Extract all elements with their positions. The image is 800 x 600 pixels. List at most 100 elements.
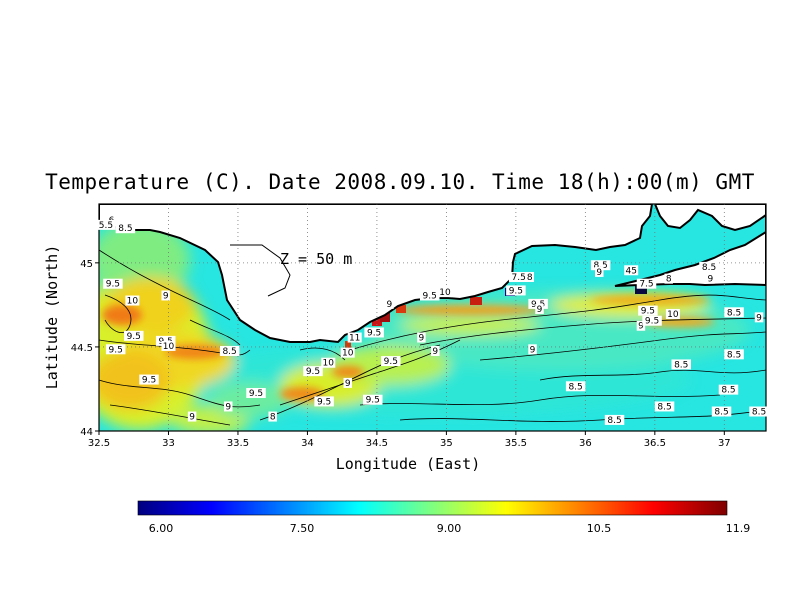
contour-label: 8.5: [724, 349, 744, 360]
contour-label-text: 9.5: [366, 396, 380, 406]
contour-label: 8.5: [718, 384, 739, 396]
chart-title: Temperature (C). Date 2008.09.10. Time 1…: [45, 170, 755, 194]
x-tick-label: 35: [440, 438, 453, 449]
contour-label: 9: [417, 332, 426, 344]
contour-label: 9.5: [381, 356, 401, 367]
contour-label: 7.5: [508, 271, 529, 283]
contour-label-bg: [105, 344, 126, 355]
contour-label-text: 9.5: [306, 367, 320, 377]
contour-label: 10: [340, 347, 355, 359]
contour-label: 9.5: [123, 330, 144, 342]
contour-label: 9: [223, 401, 233, 412]
contour-label-bg: [321, 357, 336, 368]
caucasus-land: [614, 204, 766, 287]
contour-label-text: 7.5: [639, 280, 653, 290]
contour-label-text: 10: [439, 288, 451, 298]
contour-label-text: 9: [638, 322, 644, 332]
contour-label-bg: [139, 374, 159, 385]
contour-label: 8.5: [219, 345, 240, 357]
contour-label-bg: [268, 411, 277, 422]
contour-label-text: 9: [189, 413, 195, 423]
contour-label: 10: [125, 295, 140, 307]
contour-label-bg: [525, 271, 535, 282]
contour-label-text: 9.5: [384, 357, 398, 367]
contour-label-text: 9: [596, 268, 602, 278]
y-axis-ticks: 44 44.5 45: [71, 259, 99, 438]
contour-label-bg: [665, 308, 680, 319]
taman-land: [653, 204, 766, 232]
contour-label: 9: [385, 298, 394, 310]
contour-label-text: 9.5: [127, 332, 141, 342]
contour-label-text: 11: [349, 334, 360, 344]
x-axis-title: Longitude (East): [336, 455, 481, 473]
contour-label-bg: [706, 273, 715, 284]
contour-label-bg: [724, 349, 744, 360]
contour-label: 9: [754, 312, 764, 323]
colorbar-tick-label: 9.00: [437, 522, 462, 535]
contour-label-bg: [506, 285, 526, 296]
contour-label: 9: [535, 303, 544, 315]
contour-label-bg: [347, 332, 362, 343]
contour-label: 8: [525, 271, 535, 283]
contour-label-bg: [718, 384, 739, 395]
contour-label: 8.5: [590, 260, 611, 271]
contour-label-bg: [636, 278, 657, 289]
contour-label-bg: [223, 401, 233, 412]
map-frame: [98, 203, 767, 432]
x-tick-label: 34: [301, 438, 314, 449]
contour-label-text: 9.5: [317, 397, 331, 407]
contour-label-bg: [431, 345, 440, 356]
contour-label: 8.5: [604, 414, 625, 426]
contour-label-text: 8.5: [714, 408, 728, 418]
contour-label: 9: [343, 377, 352, 389]
contour-label-text: 9: [756, 313, 762, 323]
contour-label: 8: [664, 273, 673, 285]
x-tick-label: 37: [718, 438, 731, 449]
contour-label-bg: [96, 219, 116, 230]
contour-label-bg: [535, 303, 544, 314]
contour-label: 8.5: [671, 359, 691, 370]
contour-label-bg: [528, 298, 548, 309]
contour-label-text: 8.5: [674, 360, 688, 370]
depth-label: Z = 50 m: [280, 250, 352, 268]
x-tick-label: 32.5: [88, 438, 110, 449]
contour-label-text: 9: [530, 345, 536, 355]
contour-label-text: 9: [387, 300, 393, 310]
contour-label-text: 8.5: [222, 347, 236, 357]
contour-label-bg: [161, 340, 176, 351]
y-tick-label: 44: [80, 427, 93, 438]
contour-label-bg: [107, 214, 116, 225]
contour-label-bg: [749, 406, 769, 417]
contour-label: 7.5: [636, 278, 657, 290]
contour-label: 9.5: [314, 396, 334, 407]
contour-label-bg: [343, 377, 352, 388]
contour-label-text: 8.5: [721, 386, 735, 396]
colorbar-tick-label: 11.9: [726, 522, 751, 535]
contour-label: 9.5: [139, 374, 159, 386]
contour-label: 9.5: [642, 315, 662, 327]
contour-label: 10: [438, 287, 453, 298]
contour-label-text: 8.5: [657, 402, 671, 412]
contour-label-bg: [711, 406, 732, 417]
contour-label: 8.5: [654, 401, 675, 412]
contour-label-bg: [438, 287, 453, 298]
contour-label-text: 9: [225, 402, 231, 412]
contour-label-bg: [636, 320, 646, 331]
contour-label-bg: [508, 271, 529, 282]
contour-label: 45: [624, 265, 639, 276]
contour-label-text: 8.5: [727, 350, 741, 360]
contour-label: 9: [636, 320, 646, 332]
contour-label-bg: [754, 312, 764, 323]
y-axis-title: Latitude (North): [43, 245, 61, 390]
contour-label: 9: [595, 266, 604, 278]
contour-label-text: 9: [432, 347, 438, 357]
contour-label-bg: [381, 356, 401, 367]
contour-label-text: 8: [666, 275, 672, 285]
contour-label: 10: [321, 357, 336, 369]
contour-label-text: 10: [163, 342, 175, 352]
contour-label-bg: [724, 307, 744, 318]
contour-label-bg: [246, 388, 266, 399]
contour-label-text: 8.5: [118, 224, 132, 234]
contour-label: 9.5: [362, 394, 383, 406]
